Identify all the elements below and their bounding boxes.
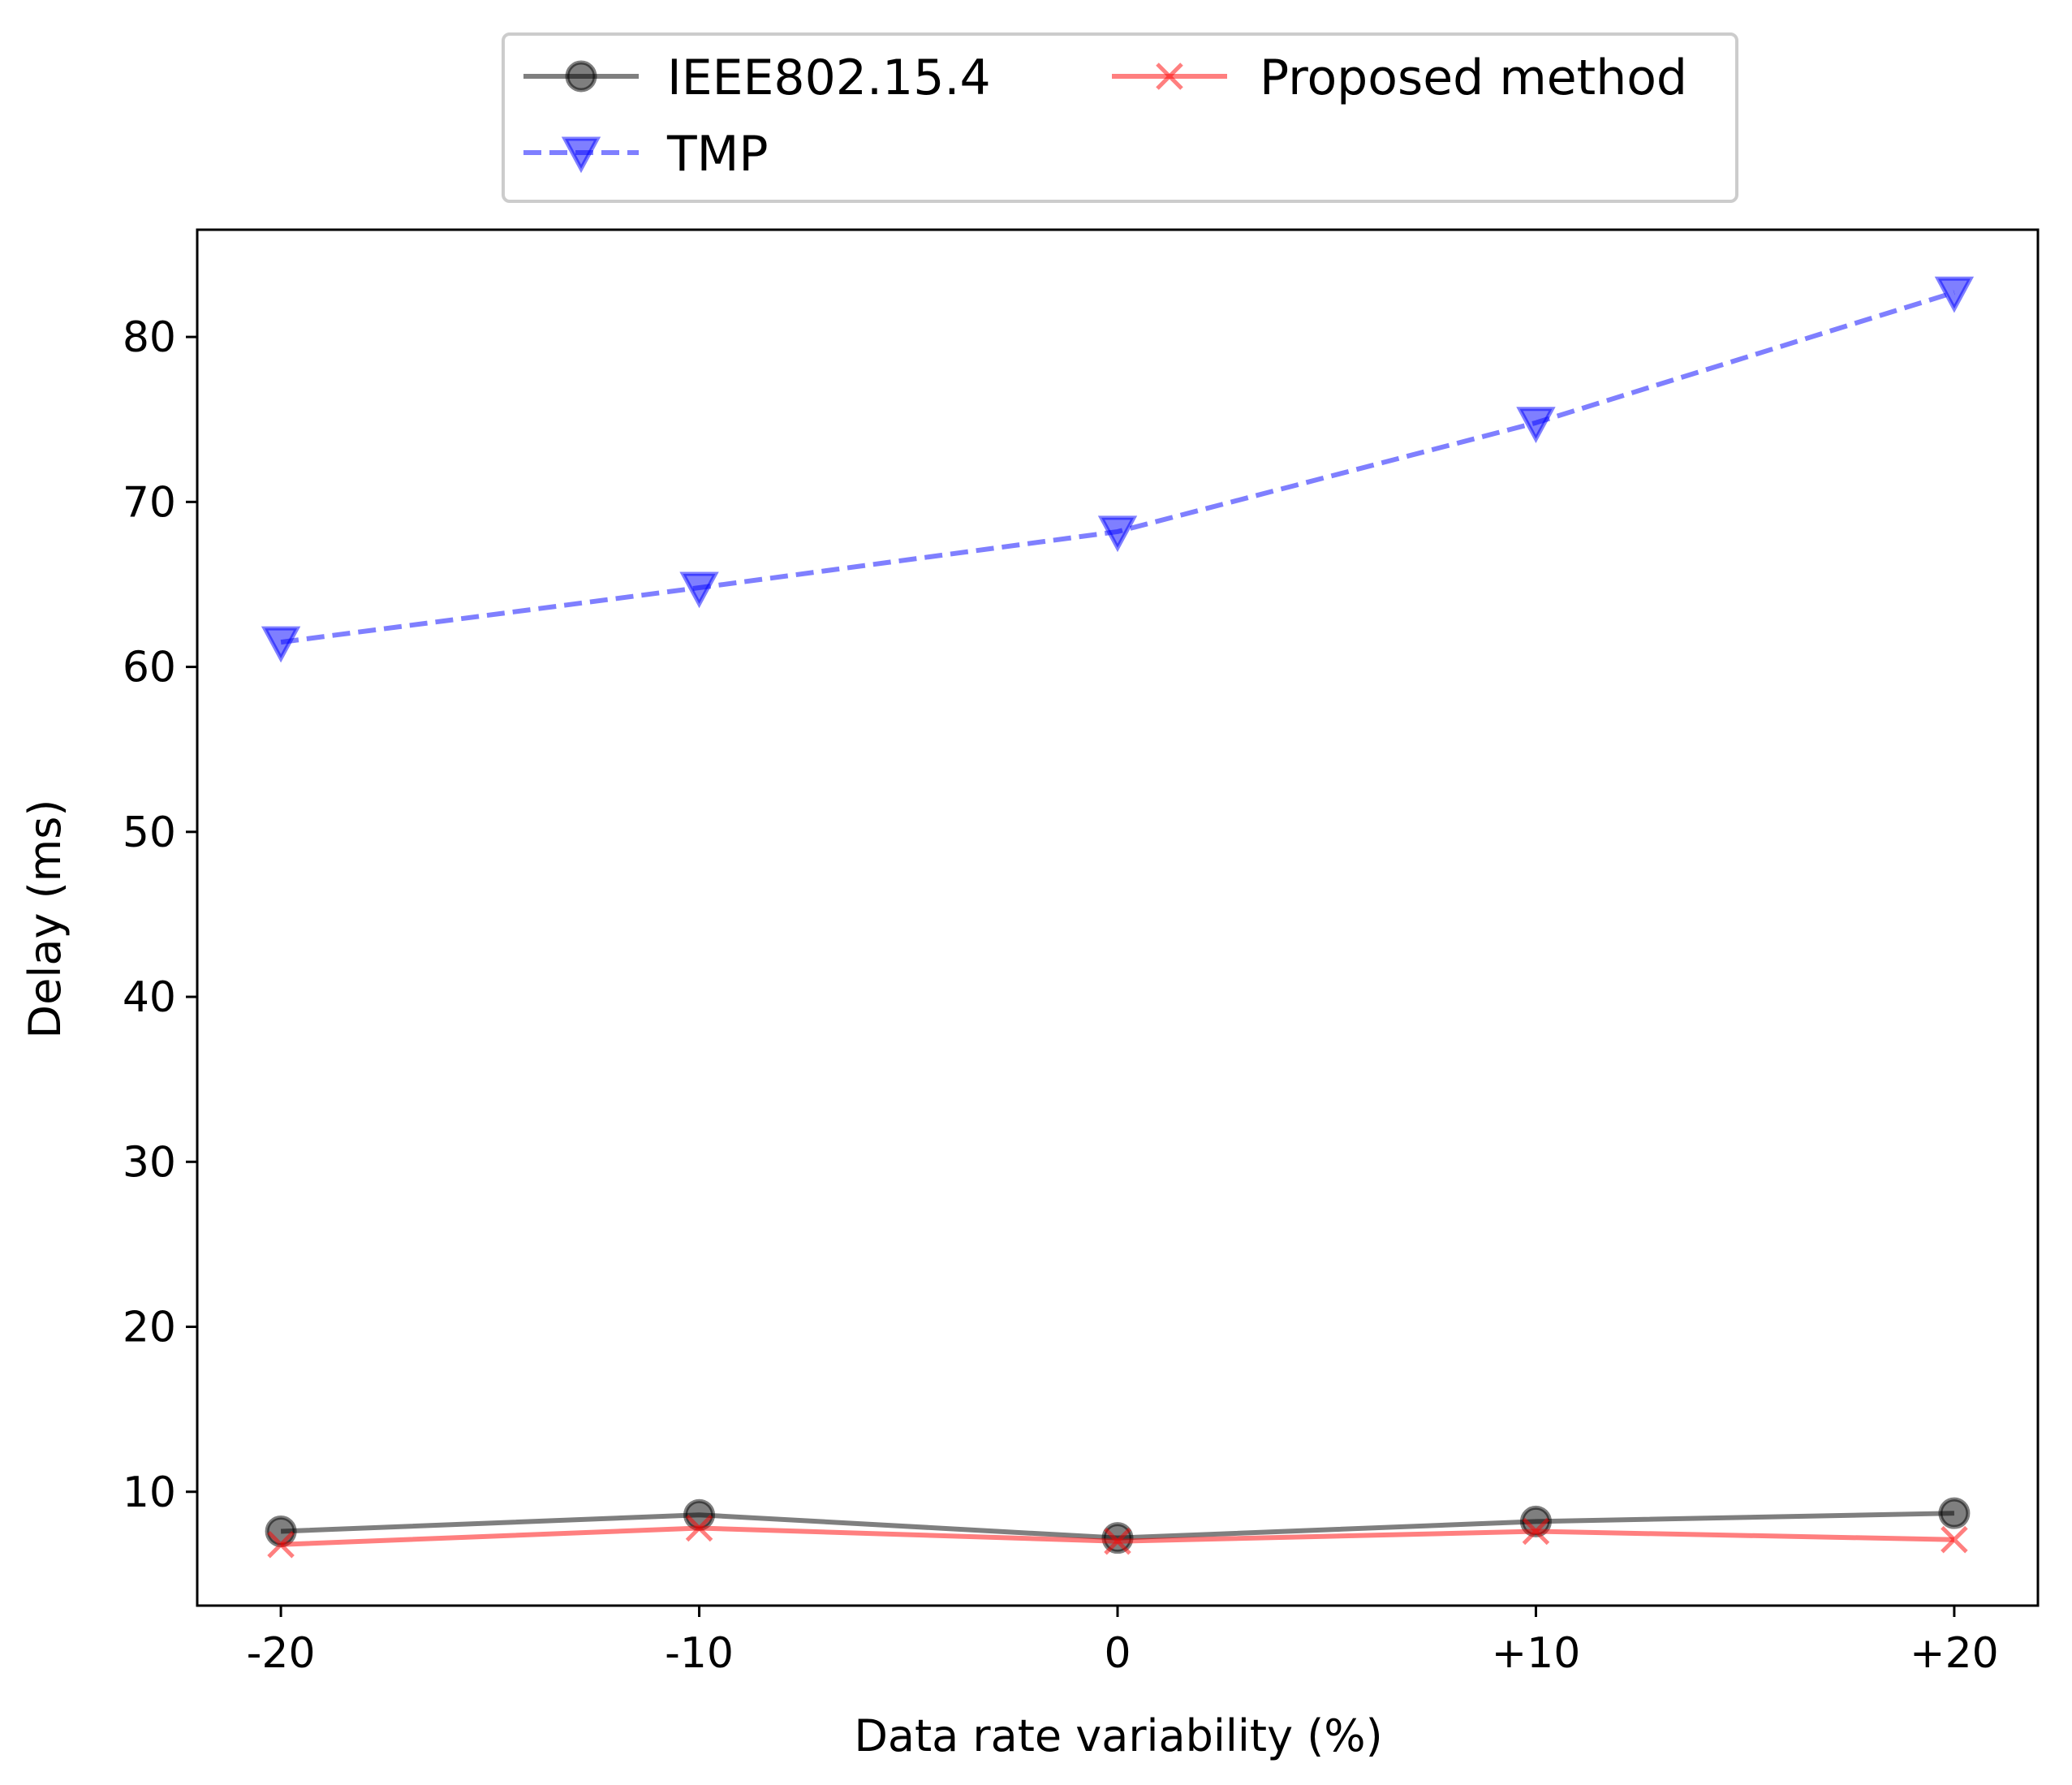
legend-label-proposed-method: Proposed method [1260,50,1687,106]
data-point-tmp-20 [1934,276,1975,313]
y-tick-label-80: 80 [123,313,176,362]
data-point-ieee802-15-4-20 [265,1516,297,1548]
legend: IEEE802.15.4 TMP Proposed method [502,32,1738,203]
x-tick-label-20: -20 [247,1629,316,1678]
data-point-proposed-method-10 [1522,1517,1550,1546]
data-point-proposed-method-20 [1941,1525,1968,1554]
data-point-tmp-20 [261,626,301,663]
x-tick-label-20: +20 [1910,1629,1999,1678]
axis-ticks: -20 -10 0 +10 +20 10 20 30 40 50 60 70 80 [123,313,1999,1678]
data-point-ieee802-15-4-10 [1519,1505,1552,1537]
series-tmp [261,276,1975,663]
y-axis-label: Delay (ms) [19,800,71,1039]
data-point-ieee802-15-4-20 [1938,1497,1971,1529]
legend-frame [502,32,1738,203]
data-point-tmp-10 [1516,407,1556,444]
y-tick-label-40: 40 [123,973,176,1022]
x-axis-label: Data rate variability (%) [854,1710,1382,1761]
x-tick-label-0: 0 [1104,1629,1131,1678]
legend-label-ieee802154: IEEE802.15.4 [667,50,991,106]
data-point-ieee802-15-4-10 [683,1498,716,1531]
y-tick-label-50: 50 [123,808,176,857]
y-tick-label-10: 10 [123,1468,176,1517]
data-point-proposed-method-10 [685,1514,713,1542]
legend-entry-ieee802154 [523,60,639,93]
y-tick-label-70: 70 [123,478,176,527]
legend-entry-tmp [523,136,639,174]
data-point-ieee802-15-4-0 [1101,1522,1134,1554]
series-proposed-method [267,1514,1968,1559]
y-tick-label-60: 60 [123,644,176,692]
y-tick-label-20: 20 [123,1304,176,1352]
series-layer [261,276,1975,1559]
legend-entry-proposed-method [1112,63,1227,90]
legend-marker-ieee802-15-4 [565,60,597,93]
data-point-proposed-method-0 [1104,1527,1131,1555]
legend-marker-proposed-method [1156,63,1183,90]
x-tick-label-10: -10 [665,1629,734,1678]
data-point-proposed-method-20 [267,1531,295,1559]
data-point-tmp-0 [1097,515,1138,553]
legend-marker-tmp [561,136,601,174]
legend-label-tmp: TMP [666,126,769,183]
x-tick-label-10: +10 [1492,1629,1581,1678]
y-tick-label-30: 30 [123,1138,176,1187]
data-point-tmp-10 [679,571,719,609]
plot-frame [196,228,2040,1607]
